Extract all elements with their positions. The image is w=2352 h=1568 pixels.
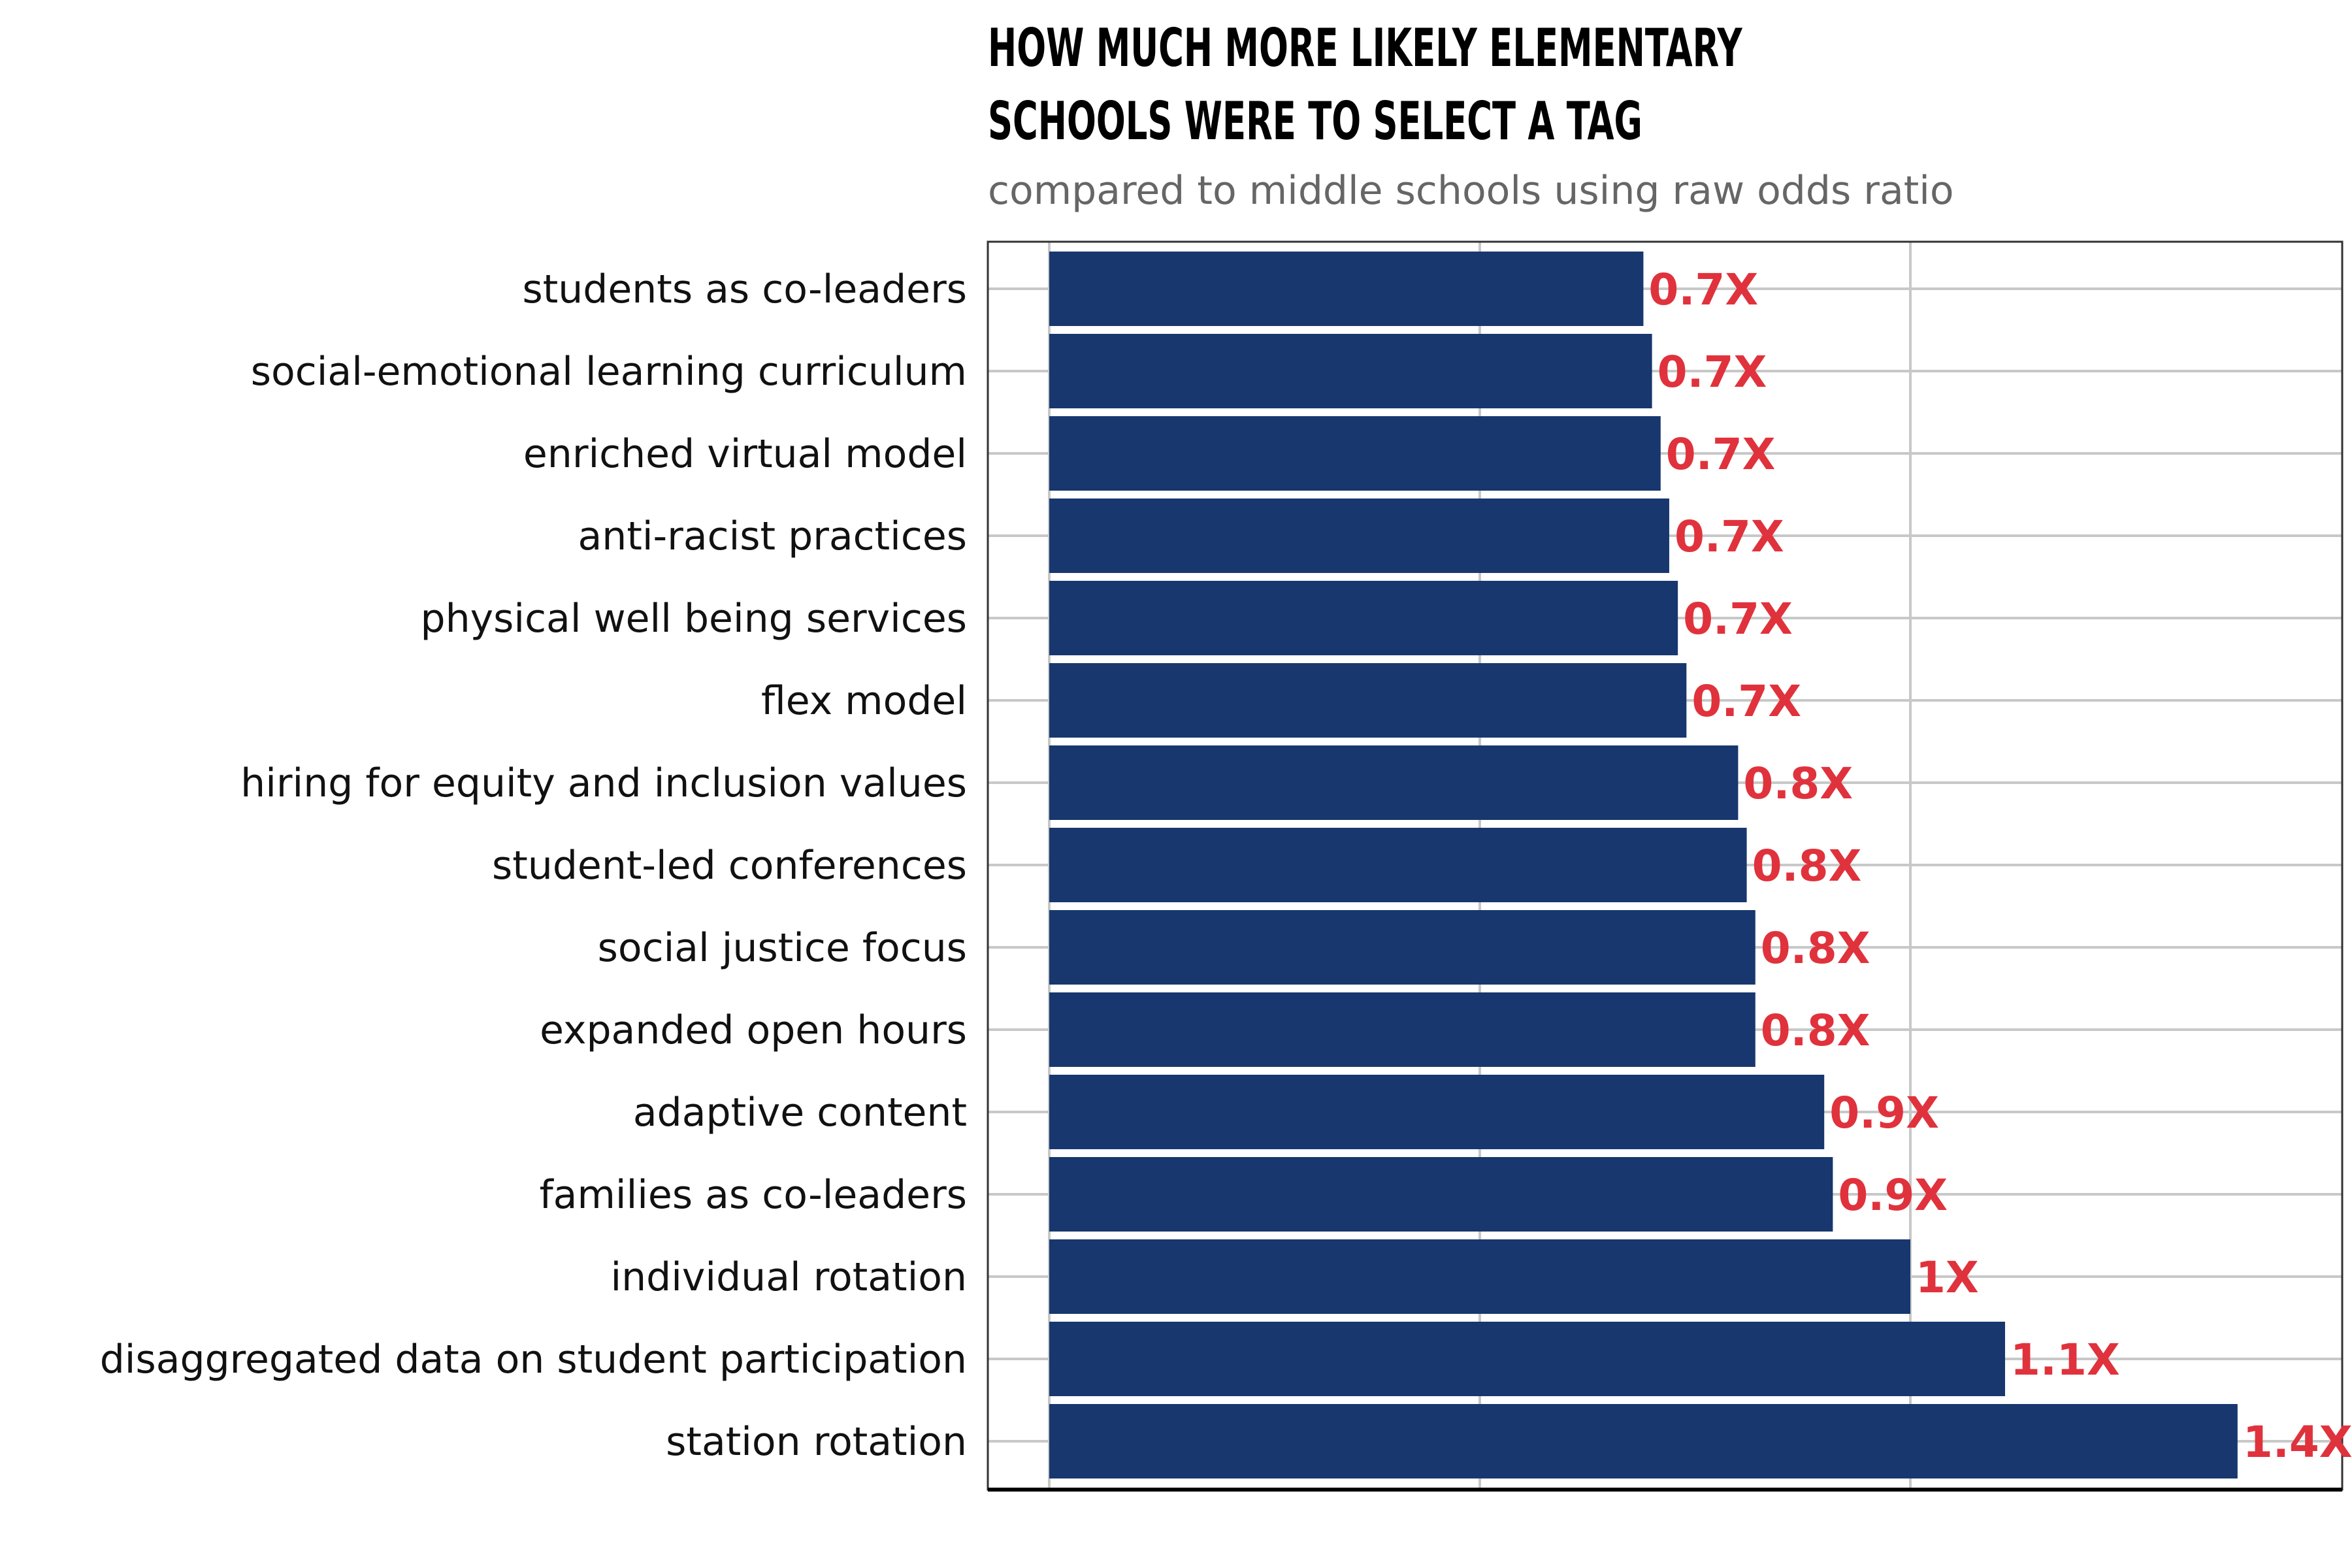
category-label-11: families as co-leaders bbox=[540, 1172, 967, 1218]
bar-10 bbox=[1049, 1075, 1825, 1149]
category-label-7: student-led conferences bbox=[492, 843, 967, 889]
bar-2 bbox=[1049, 416, 1661, 491]
data-label-6: 0.8X bbox=[1743, 759, 1853, 809]
data-label-14: 1.4X bbox=[2243, 1417, 2352, 1467]
bar-7 bbox=[1049, 828, 1747, 902]
data-label-9: 0.8X bbox=[1761, 1005, 1870, 1056]
bar-12 bbox=[1049, 1239, 1910, 1314]
bar-3 bbox=[1049, 498, 1669, 573]
category-label-10: adaptive content bbox=[633, 1090, 967, 1135]
category-label-3: anti-racist practices bbox=[578, 514, 967, 559]
category-label-0: students as co-leaders bbox=[522, 267, 967, 312]
chart-title: HOW MUCH MORE LIKELY ELEMENTARY SCHOOLS … bbox=[988, 18, 1742, 152]
bar-4 bbox=[1049, 581, 1678, 655]
category-label-2: enriched virtual model bbox=[523, 431, 967, 477]
bar-0 bbox=[1049, 252, 1644, 326]
data-label-1: 0.7X bbox=[1658, 347, 1767, 397]
category-label-6: hiring for equity and inclusion values bbox=[240, 760, 967, 806]
category-label-8: social justice focus bbox=[598, 925, 967, 971]
data-label-2: 0.7X bbox=[1666, 429, 1776, 480]
data-label-0: 0.7X bbox=[1648, 265, 1758, 315]
bar-1 bbox=[1049, 334, 1652, 408]
bar-8 bbox=[1049, 910, 1756, 985]
data-label-3: 0.7X bbox=[1674, 512, 1784, 562]
bar-14 bbox=[1049, 1404, 2238, 1478]
category-label-9: expanded open hours bbox=[540, 1007, 967, 1053]
data-label-4: 0.7X bbox=[1683, 594, 1793, 644]
bar-9 bbox=[1049, 992, 1756, 1067]
bar-13 bbox=[1049, 1322, 2005, 1396]
category-label-12: individual rotation bbox=[610, 1254, 967, 1300]
chart-subtitle: compared to middle schools using raw odd… bbox=[988, 168, 1954, 214]
category-label-5: flex model bbox=[761, 678, 967, 724]
bar-6 bbox=[1049, 745, 1739, 820]
category-label-13: disaggregated data on student participat… bbox=[100, 1337, 967, 1382]
category-label-1: social-emotional learning curriculum bbox=[251, 349, 967, 395]
category-label-14: station rotation bbox=[666, 1419, 967, 1465]
bar-11 bbox=[1049, 1157, 1833, 1232]
data-label-7: 0.8X bbox=[1752, 841, 1862, 891]
data-label-13: 1.1X bbox=[2010, 1335, 2120, 1385]
data-label-12: 1X bbox=[1916, 1252, 1979, 1303]
data-label-10: 0.9X bbox=[1829, 1088, 1939, 1138]
category-label-4: physical well being services bbox=[421, 596, 967, 642]
data-label-8: 0.8X bbox=[1761, 923, 1870, 973]
data-label-5: 0.7X bbox=[1691, 676, 1801, 727]
bar-5 bbox=[1049, 663, 1687, 738]
data-label-11: 0.9X bbox=[1838, 1170, 1948, 1220]
